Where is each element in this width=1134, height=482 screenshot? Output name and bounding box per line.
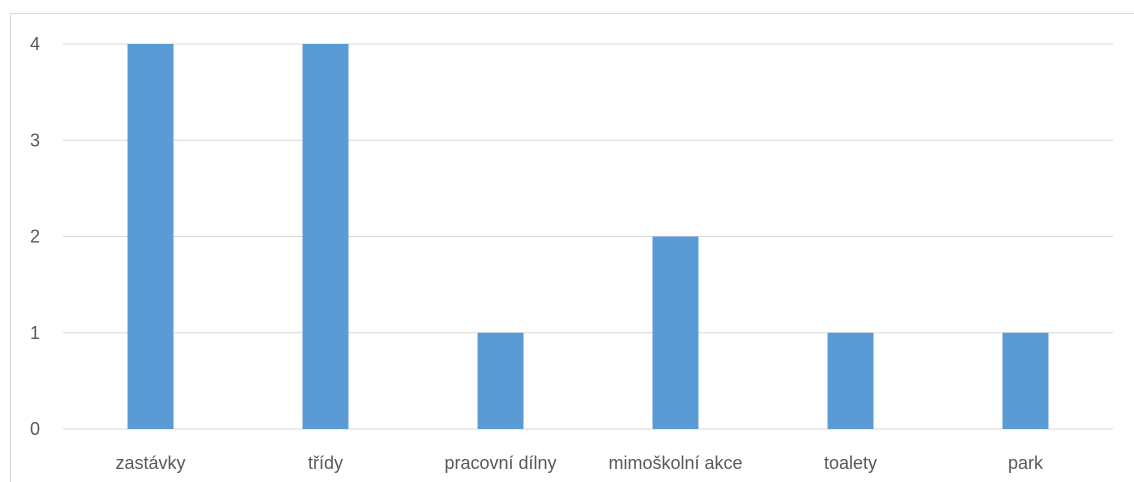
chart-area xyxy=(10,13,1134,482)
x-tick-label: mimoškolní akce xyxy=(608,453,742,473)
x-tick-label: toalety xyxy=(824,453,877,473)
bar-5 xyxy=(827,332,874,429)
y-tick-label: 3 xyxy=(30,130,40,150)
bar-1 xyxy=(127,44,174,429)
y-tick-label: 1 xyxy=(30,323,40,343)
y-tick-label: 2 xyxy=(30,227,40,247)
x-tick-label: třídy xyxy=(308,453,343,473)
x-tick-label: zastávky xyxy=(115,453,185,473)
x-tick-label: pracovní dílny xyxy=(444,453,556,473)
bar-2 xyxy=(302,44,349,429)
y-axis-tick-labels: 0 1 2 3 4 xyxy=(30,34,40,439)
bar-6 xyxy=(1002,332,1049,429)
bar-3 xyxy=(477,332,524,429)
bars xyxy=(127,44,1049,429)
x-axis-tick-labels: zastávky třídy pracovní dílny mimoškolní ak… xyxy=(115,453,1044,473)
y-tick-label: 4 xyxy=(30,34,40,54)
bar-4 xyxy=(652,236,699,429)
gridlines xyxy=(63,43,1113,430)
x-tick-label: park xyxy=(1008,453,1044,473)
y-tick-label: 0 xyxy=(30,419,40,439)
